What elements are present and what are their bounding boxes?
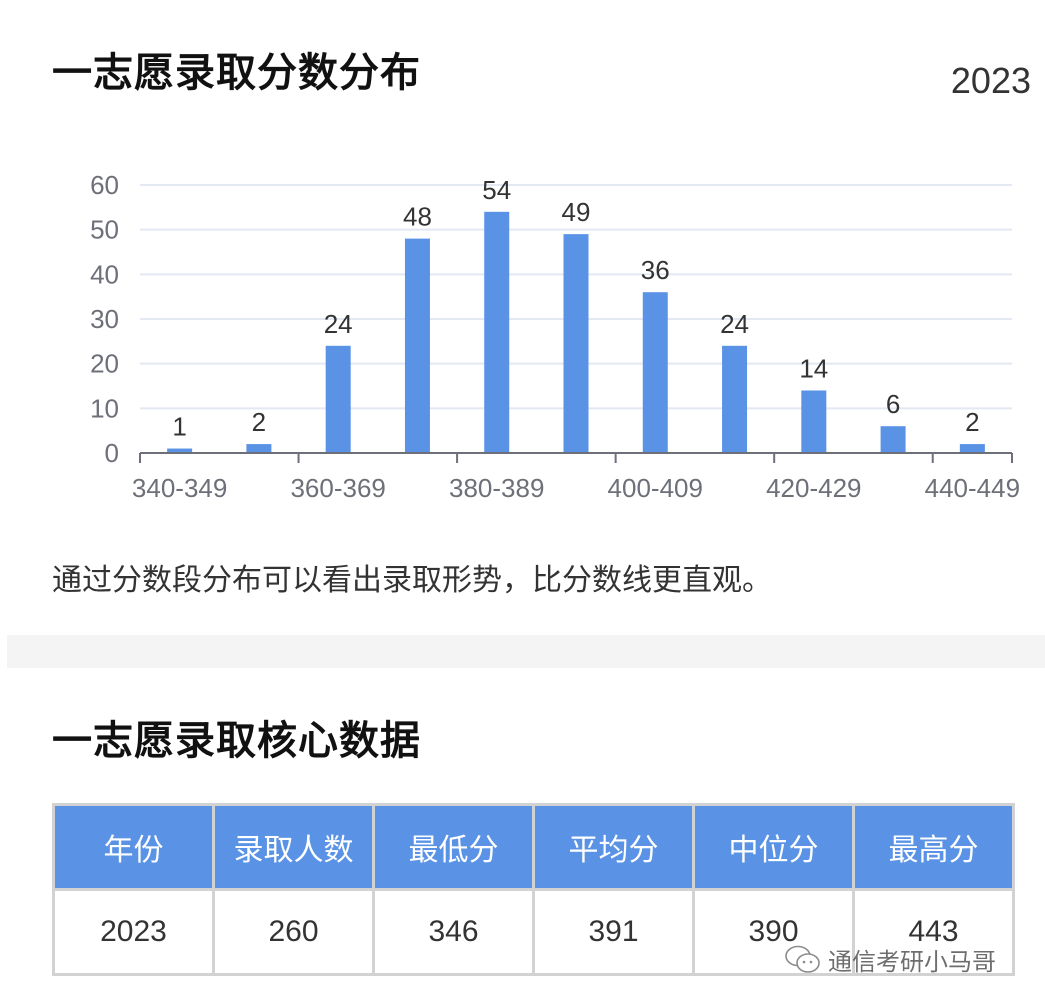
chart-caption: 通过分数段分布可以看出录取形势，比分数线更直观。 <box>52 564 772 597</box>
y-tick-label: 20 <box>90 349 119 379</box>
x-tick-label: 440-449 <box>925 473 1020 503</box>
bar-value-label: 2 <box>965 407 979 437</box>
bar <box>246 444 272 453</box>
bar <box>563 234 589 453</box>
bar <box>325 345 351 453</box>
header-admitted-count: 录取人数 <box>215 806 372 888</box>
bar-value-label: 49 <box>562 197 591 227</box>
y-tick-label: 10 <box>90 393 119 423</box>
core-data-title: 一志愿录取核心数据 <box>52 719 421 763</box>
bar-value-label: 48 <box>403 202 432 232</box>
bar <box>880 426 906 453</box>
header-year: 年份 <box>55 806 212 888</box>
bar-value-label: 24 <box>720 309 749 339</box>
y-tick-label: 60 <box>90 170 119 200</box>
bar-value-label: 24 <box>324 309 353 339</box>
table-header-row: 年份 录取人数 最低分 平均分 中位分 最高分 <box>55 806 1012 888</box>
watermark-text: 通信考研小马哥 <box>828 949 996 976</box>
table-row: 2023 260 346 391 390 443 <box>55 891 1012 973</box>
score-distribution-chart: 0 10 20 30 40 50 60 1 2 24 48 54 49 36 24 14 6 2 340-349 36… <box>0 150 1045 530</box>
wechat-icon <box>784 945 822 975</box>
bar-value-label: 6 <box>886 389 900 419</box>
bar <box>801 390 827 453</box>
y-tick-label: 40 <box>90 259 119 289</box>
year-label: 2023 <box>950 60 1031 101</box>
core-data-table: 年份 录取人数 最低分 平均分 中位分 最高分 2023 260 346 391… <box>52 803 1015 976</box>
bar <box>484 211 510 453</box>
header-min-score: 最低分 <box>375 806 532 888</box>
header-median-score: 中位分 <box>695 806 852 888</box>
bar-value-label: 2 <box>252 407 266 437</box>
bar <box>404 238 430 453</box>
y-tick-label: 0 <box>105 438 119 468</box>
x-tick-label: 340-349 <box>132 473 227 503</box>
header-max-score: 最高分 <box>855 806 1012 888</box>
y-tick-label: 50 <box>90 215 119 245</box>
x-tick-label: 380-389 <box>449 473 544 503</box>
cell-year: 2023 <box>55 891 212 973</box>
cell-admitted-count: 260 <box>215 891 372 973</box>
section-divider <box>7 635 1045 668</box>
bar-value-label: 54 <box>482 175 511 205</box>
cell-max-score: 443 <box>855 891 1012 973</box>
bar-value-label: 14 <box>799 353 828 383</box>
bar <box>722 345 748 453</box>
y-tick-label: 30 <box>90 304 119 334</box>
header-avg-score: 平均分 <box>535 806 692 888</box>
x-tick-label: 420-429 <box>766 473 861 503</box>
bar <box>959 444 985 453</box>
bar-value-label: 36 <box>641 255 670 285</box>
x-tick-label: 360-369 <box>290 473 385 503</box>
cell-median-score: 390 <box>695 891 852 973</box>
watermark: 通信考研小马哥 <box>784 942 996 977</box>
bar-chart-svg: 0 10 20 30 40 50 60 1 2 24 48 54 49 36 24 14 6 2 340-349 36… <box>90 170 1020 503</box>
bar <box>167 448 193 453</box>
bar-value-label: 1 <box>172 412 186 442</box>
distribution-title: 一志愿录取分数分布 <box>52 51 421 95</box>
x-tick-label: 400-409 <box>608 473 703 503</box>
cell-avg-score: 391 <box>535 891 692 973</box>
cell-min-score: 346 <box>375 891 532 973</box>
bar <box>642 292 668 453</box>
